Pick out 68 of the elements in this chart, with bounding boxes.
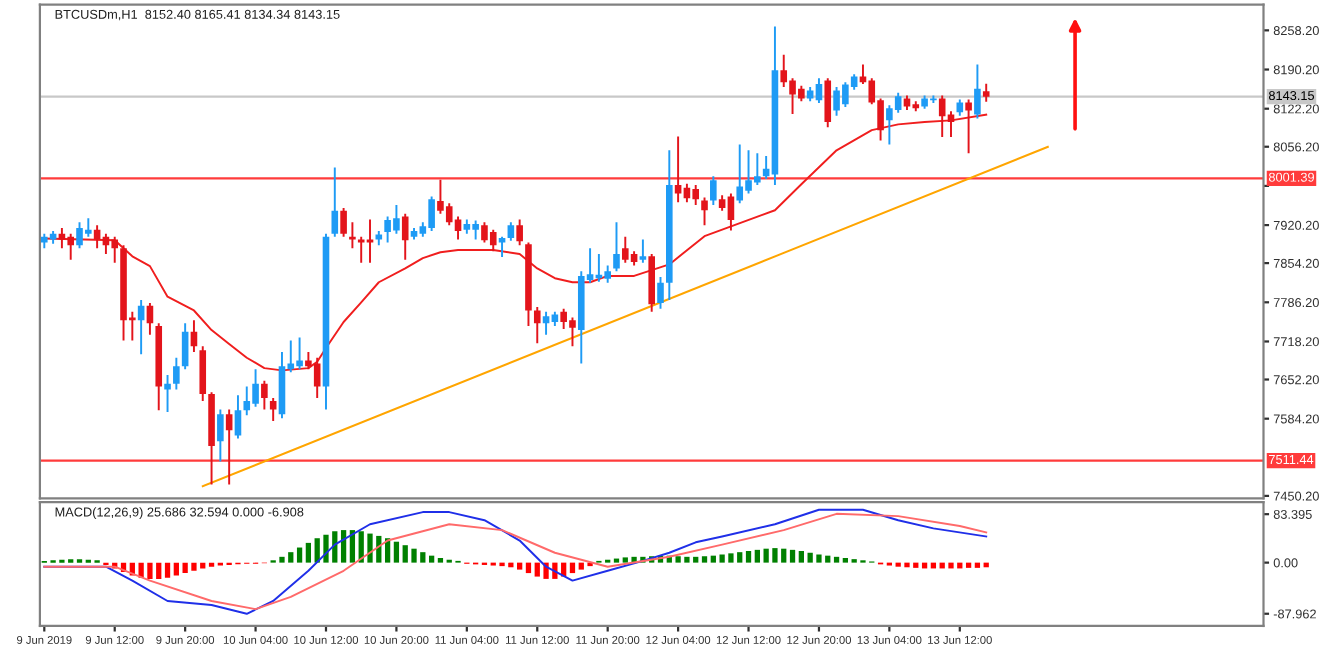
candlestick (780, 53, 788, 88)
candlestick (67, 232, 75, 261)
candlestick (58, 227, 66, 250)
candlestick (886, 104, 893, 146)
candlestick (938, 94, 946, 139)
candlestick (701, 196, 708, 227)
candlestick (234, 394, 242, 440)
candlestick (173, 356, 180, 391)
bar (842, 557, 848, 563)
bar (517, 562, 523, 570)
candlestick (331, 166, 339, 238)
bar (816, 554, 822, 563)
bar (411, 548, 417, 563)
candlestick (111, 235, 119, 264)
candlestick (613, 221, 620, 273)
candlestick (349, 221, 356, 250)
candlestick (313, 356, 321, 400)
bar (191, 562, 197, 571)
candlestick (445, 202, 453, 227)
candlestick (727, 192, 735, 232)
candlestick (621, 235, 629, 264)
candlestick (507, 221, 515, 242)
candlestick (692, 183, 700, 207)
candlestick (93, 224, 101, 250)
candlestick (824, 77, 832, 129)
candlestick (243, 385, 251, 417)
candlestick (639, 238, 647, 264)
bar (798, 551, 804, 563)
bar (279, 556, 285, 563)
bar (393, 541, 400, 563)
bar (164, 562, 171, 578)
candlestick (542, 310, 550, 336)
candlestick (278, 351, 286, 420)
candlestick (261, 379, 268, 411)
candlestick (225, 408, 233, 486)
bar (833, 556, 840, 563)
candlestick (657, 276, 664, 310)
candlestick (217, 408, 224, 463)
candlestick (533, 306, 541, 345)
bar (305, 542, 312, 563)
bar (367, 533, 373, 563)
candlestick (489, 228, 497, 253)
candlestick (164, 374, 171, 413)
bar (948, 562, 954, 569)
candlestick (736, 143, 744, 205)
bar (569, 562, 576, 574)
candlestick (674, 135, 682, 204)
candlestick (815, 77, 823, 105)
bar (437, 557, 444, 563)
candlestick (894, 91, 902, 114)
candlestick (472, 219, 479, 241)
bar (789, 549, 796, 563)
candlestick (428, 195, 435, 232)
bar (296, 547, 303, 563)
candlestick (269, 397, 277, 423)
candlestick (401, 212, 409, 261)
bar (904, 562, 910, 568)
bar (745, 551, 752, 563)
candlestick (974, 63, 981, 120)
bar (525, 562, 532, 574)
candlestick (710, 175, 717, 207)
candlestick (965, 98, 972, 155)
candlestick (199, 345, 207, 402)
candlestick (516, 218, 523, 247)
candlestick (648, 253, 655, 313)
candlestick (340, 206, 347, 238)
bar (428, 555, 435, 563)
bar (701, 556, 708, 563)
